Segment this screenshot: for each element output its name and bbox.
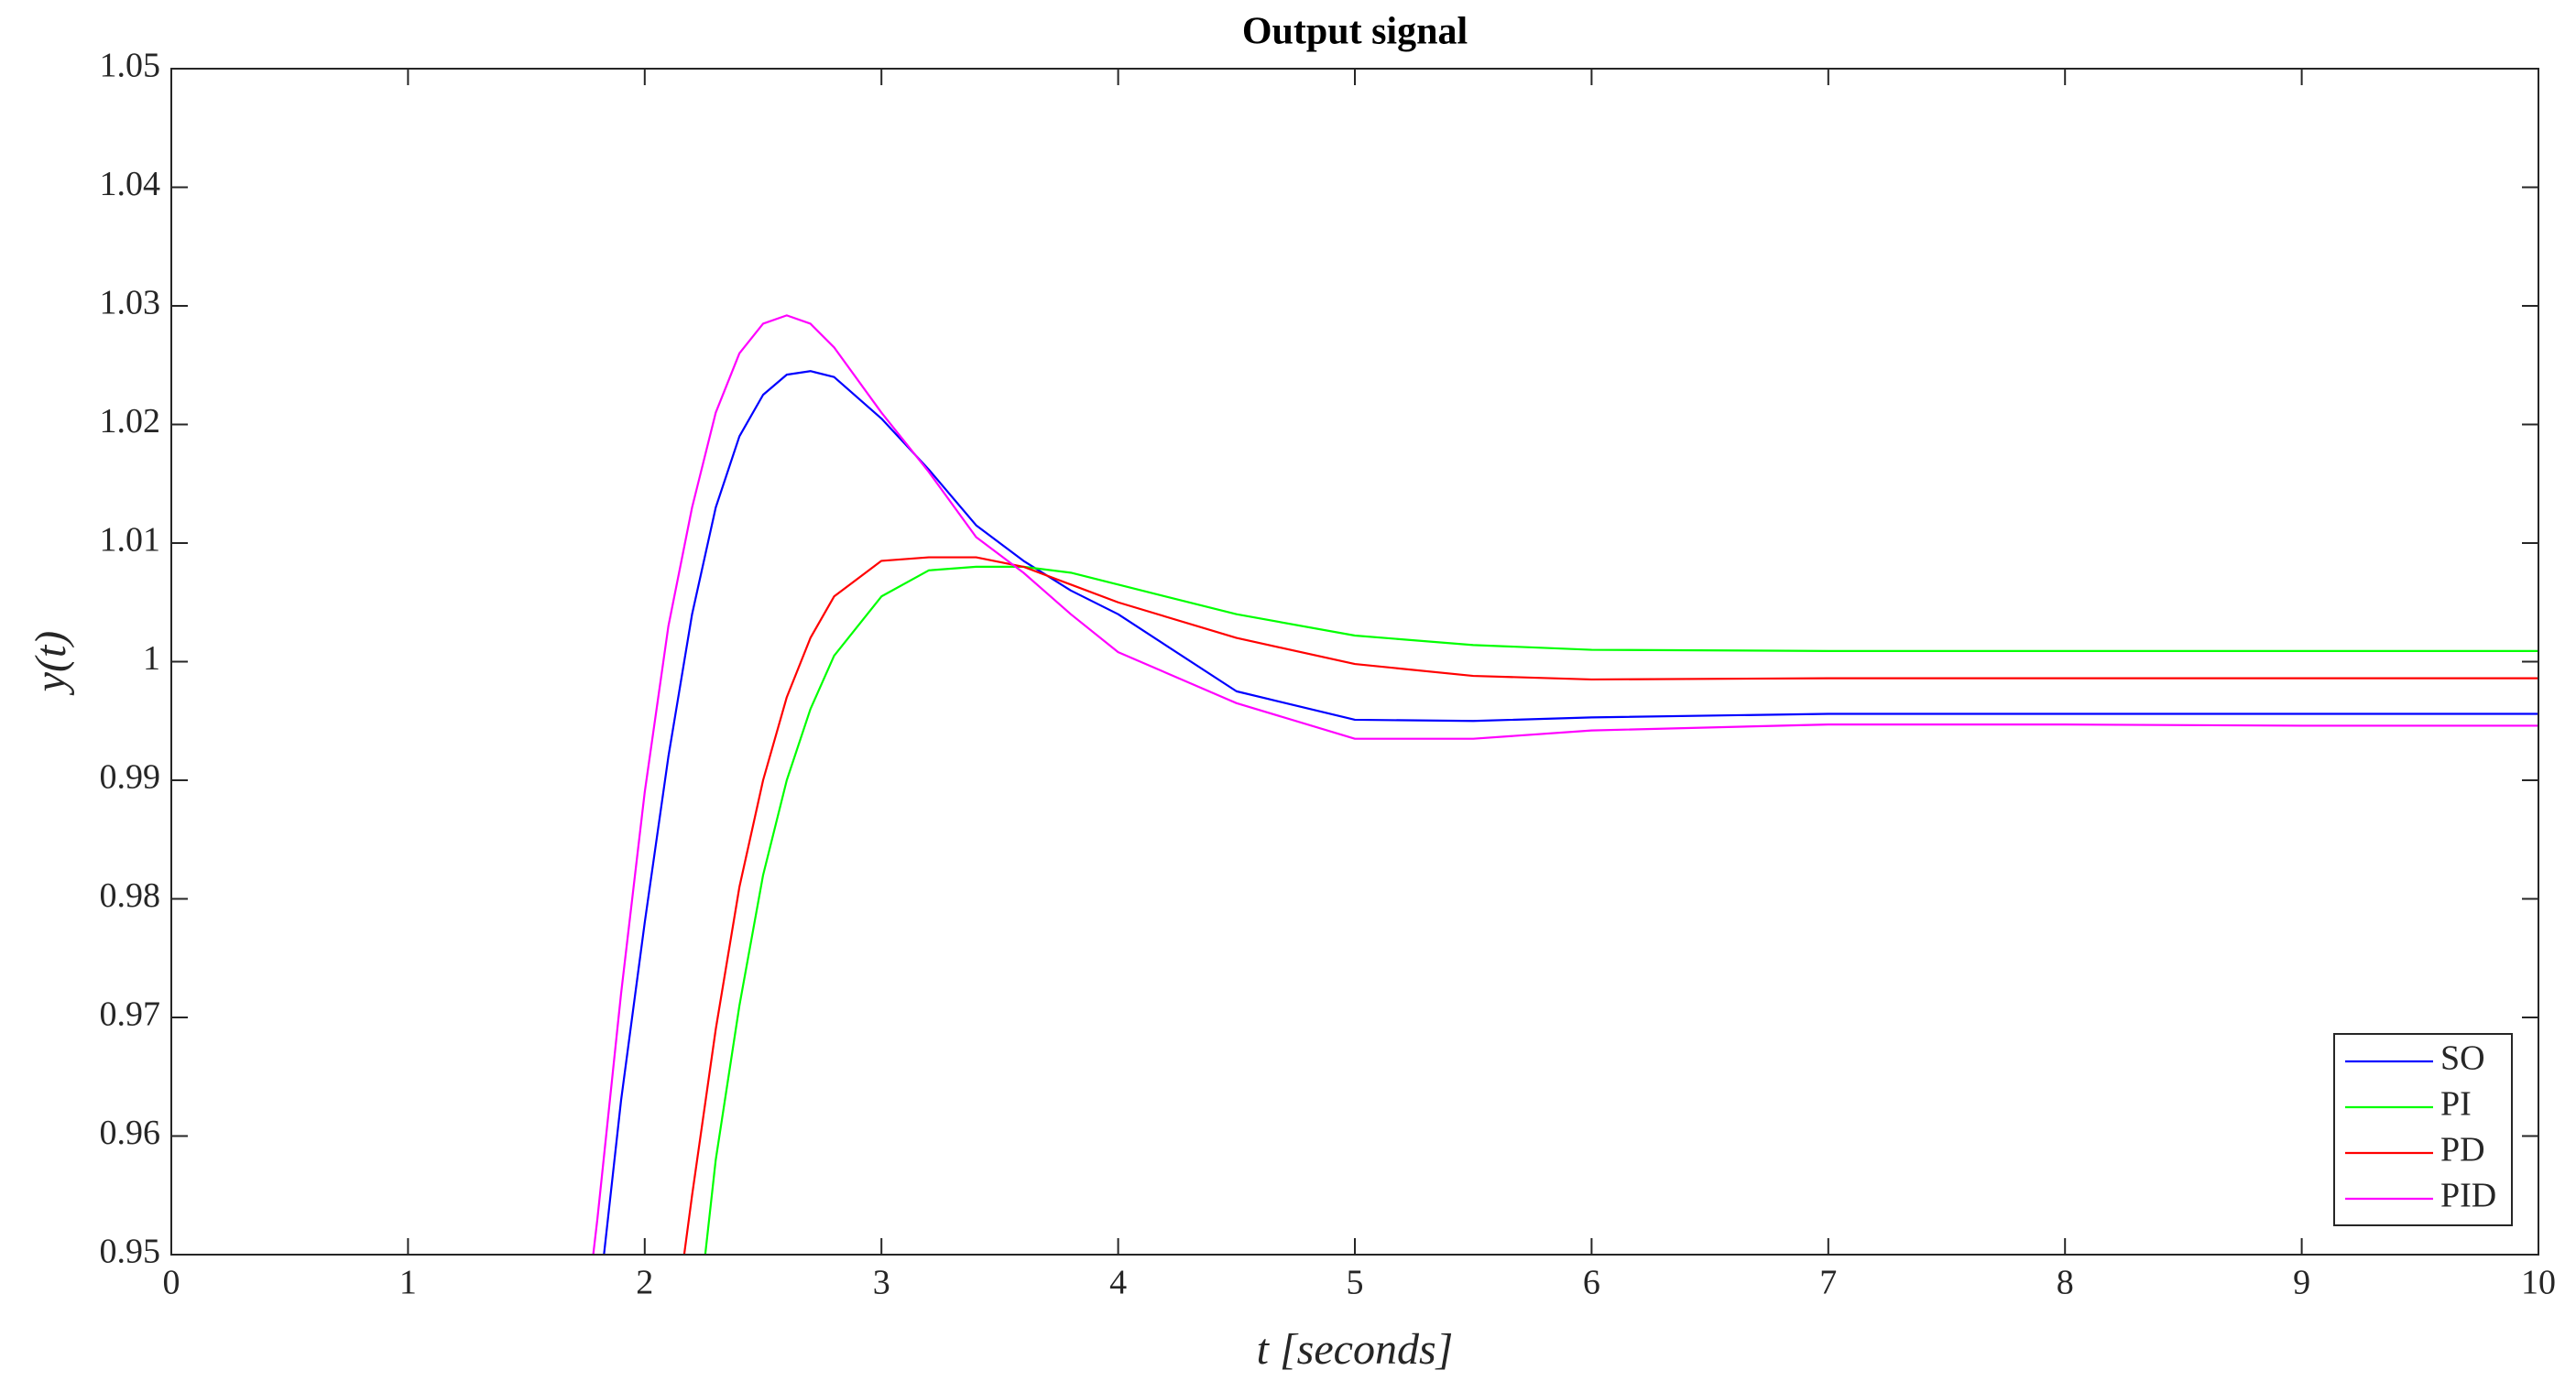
x-tick-label: 1 (399, 1264, 417, 1302)
series-line (682, 556, 2538, 1255)
x-tick-label: 8 (2057, 1264, 2074, 1302)
y-tick-label: 1.05 (100, 47, 161, 85)
x-tick-label: 5 (1347, 1264, 1364, 1302)
y-tick-label: 0.98 (100, 876, 161, 915)
x-tick-label: 7 (1819, 1264, 1837, 1302)
x-tick-label: 3 (873, 1264, 890, 1302)
y-tick-label: 1 (143, 639, 160, 678)
x-tick-label: 9 (2293, 1264, 2310, 1302)
y-tick-label: 1.03 (100, 284, 161, 322)
plot-area (592, 314, 2538, 1255)
legend-label: PI (2440, 1085, 2472, 1124)
y-tick-label: 1.01 (100, 521, 161, 560)
chart-title: Output signal (1242, 11, 1468, 53)
legend-label: PID (2440, 1177, 2496, 1215)
legend-label: PD (2440, 1131, 2485, 1169)
x-tick-label: 6 (1583, 1264, 1600, 1302)
legend-label: SO (2440, 1039, 2485, 1078)
series-line (592, 314, 2538, 1255)
y-axis-label: y(t) (27, 631, 75, 697)
y-tick-label: 0.95 (100, 1233, 161, 1271)
y-tick-label: 1.02 (100, 402, 161, 440)
legend: SO PI PD PID (2333, 1033, 2513, 1226)
y-tick-label: 1.04 (100, 165, 161, 203)
legend-box (2333, 1033, 2513, 1226)
x-tick-label: 10 (2521, 1264, 2556, 1302)
x-tick-label: 2 (636, 1264, 653, 1302)
x-tick-label: 4 (1109, 1264, 1127, 1302)
x-tick-label: 0 (163, 1264, 180, 1302)
y-tick-label: 0.97 (100, 995, 161, 1034)
y-tick-label: 0.96 (100, 1114, 161, 1152)
x-axis-label: t [seconds] (1257, 1325, 1454, 1374)
y-tick-label: 0.99 (100, 758, 161, 797)
series-line (603, 370, 2538, 1255)
